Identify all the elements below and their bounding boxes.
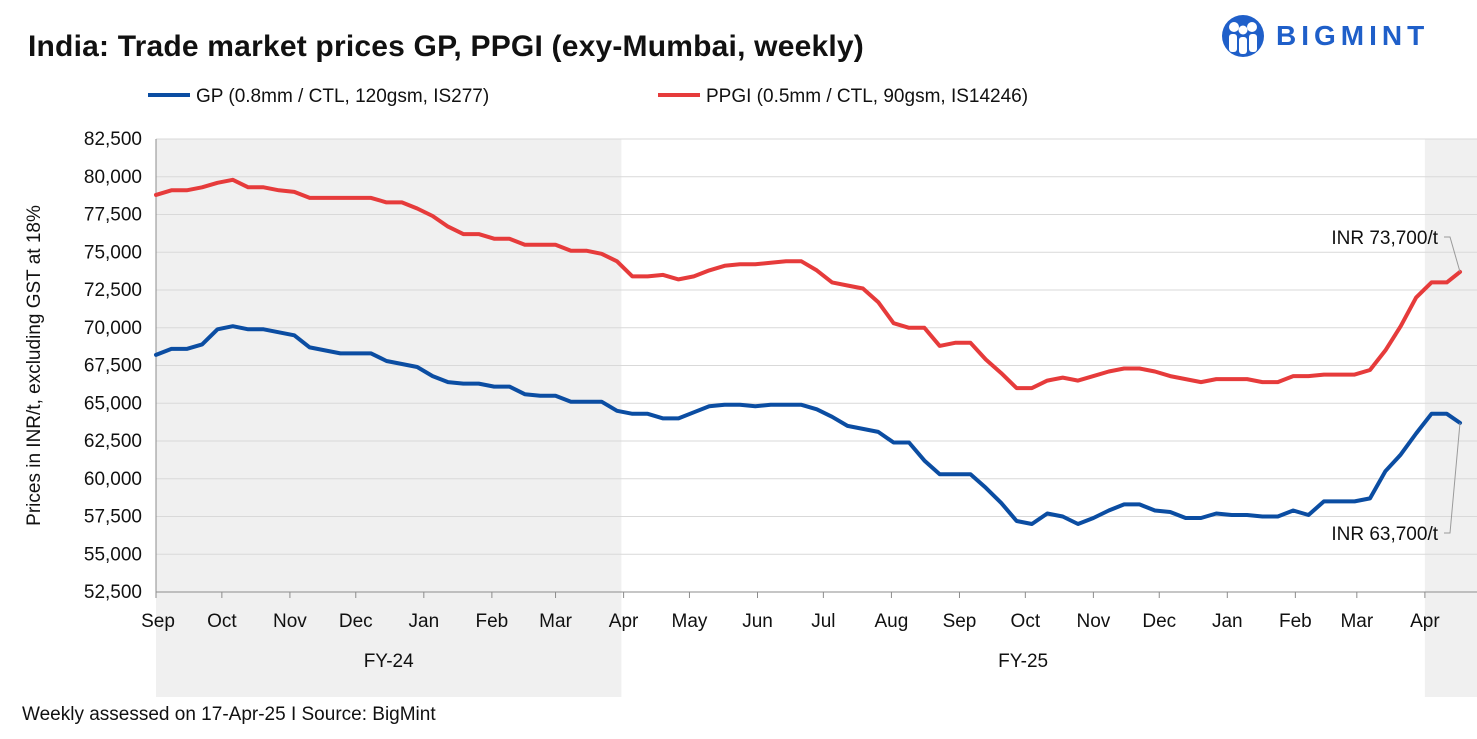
legend-swatch-ppgi	[658, 92, 700, 97]
x-tick-label: Jun	[742, 611, 773, 632]
y-tick-label: 75,000	[84, 242, 142, 263]
fiscal-year-label: FY-25	[998, 651, 1048, 672]
logo-text: BIGMINT	[1276, 20, 1430, 51]
y-tick-label: 52,500	[84, 582, 142, 603]
legend-item-gp: GP (0.8mm / CTL, 120gsm, IS277)	[148, 86, 489, 108]
y-tick-label: 82,500	[84, 129, 142, 150]
x-tick-label: Dec	[1142, 611, 1176, 632]
y-tick-label: 72,500	[84, 280, 142, 301]
x-tick-label: Jan	[409, 611, 440, 632]
gp-series-line	[154, 324, 1462, 526]
x-tick-label: Feb	[476, 611, 509, 632]
legend-swatch-gp	[148, 92, 190, 97]
y-axis-title: Prices in INR/t, excluding GST at 18%	[24, 205, 45, 526]
ppgi-series-line	[154, 177, 1462, 391]
x-tick-label: Aug	[875, 611, 909, 632]
y-tick-label: 70,000	[84, 318, 142, 339]
y-tick-label: 55,000	[84, 544, 142, 565]
x-tick-label: Mar	[1340, 611, 1373, 632]
y-tick-label: 67,500	[84, 356, 142, 377]
x-tick-label: Sep	[141, 611, 175, 632]
x-tick-label: Nov	[273, 611, 307, 632]
fiscal-year-shade	[156, 139, 622, 697]
x-tick-label: Feb	[1279, 611, 1312, 632]
x-tick-label: Sep	[943, 611, 977, 632]
y-tick-label: 65,000	[84, 393, 142, 414]
annotation-leader-line	[1444, 422, 1461, 534]
annotation-label: INR 73,700/t	[1331, 228, 1438, 249]
y-tick-label: 77,500	[84, 205, 142, 226]
bigmint-logo: BIGMINT	[1218, 12, 1466, 58]
y-tick-label: 62,500	[84, 431, 142, 452]
y-tick-label: 80,000	[84, 167, 142, 188]
x-tick-label: Apr	[609, 611, 639, 632]
legend-label-gp: GP (0.8mm / CTL, 120gsm, IS277)	[196, 86, 490, 107]
source-note: Weekly assessed on 17-Apr-25 I Source: B…	[22, 704, 436, 725]
x-tick-label: Jan	[1212, 611, 1243, 632]
x-tick-label: Oct	[207, 611, 237, 632]
x-tick-label: Jul	[811, 611, 835, 632]
chart-title: India: Trade market prices GP, PPGI (exy…	[28, 30, 864, 63]
y-tick-label: 60,000	[84, 469, 142, 490]
annotation-leader-line	[1444, 236, 1461, 273]
x-tick-label: Dec	[339, 611, 373, 632]
y-tick-label: 57,500	[84, 507, 142, 528]
x-tick-label: Nov	[1076, 611, 1110, 632]
x-tick-label: May	[672, 611, 708, 632]
annotation-label: INR 63,700/t	[1331, 524, 1438, 545]
legend-label-ppgi: PPGI (0.5mm / CTL, 90gsm, IS14246)	[706, 86, 1029, 107]
fiscal-year-label: FY-24	[364, 651, 414, 672]
x-tick-label: Oct	[1011, 611, 1041, 632]
x-tick-label: Apr	[1410, 611, 1440, 632]
legend-item-ppgi: PPGI (0.5mm / CTL, 90gsm, IS14246)	[658, 86, 1028, 108]
x-tick-label: Mar	[539, 611, 572, 632]
logo-people-icon	[1222, 15, 1264, 57]
